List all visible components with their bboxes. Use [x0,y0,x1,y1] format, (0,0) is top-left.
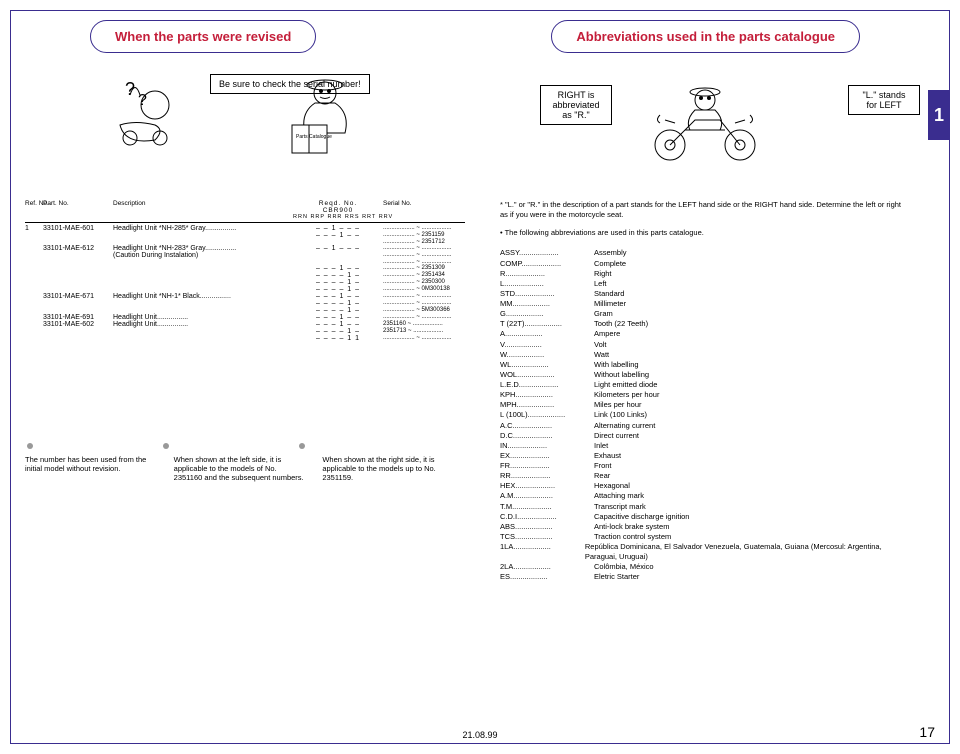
bullet-icon [163,443,169,449]
abbrev-row: IN...................Inlet [500,441,910,451]
abbrev-row: WL..................With labelling [500,360,910,370]
abbrev-row: T.M...................Transcript mark [500,502,910,512]
abbrev-row: T (22T)..................Tooth (22 Teeth… [500,319,910,329]
abbrev-row: WOL..................Without labelling [500,370,910,380]
table-row: – – – – 1 –................... ~ 5M30036… [25,307,465,314]
cartoon-question-icon: ? ? [110,70,190,150]
abbrev-row: A.M...................Attaching mark [500,491,910,501]
table-header: Ref. No. Part. No. Description Reqd. No.… [25,200,465,220]
table-row: – – – – 1 –................... ~ 0M30013… [25,286,465,293]
abbrev-row: COMP...................Complete [500,259,910,269]
abbrev-row: STD...................Standard [500,289,910,299]
hdr-codes: Reqd. No. CBR900 RRN RRP RRR RRS RRT RRV [293,200,383,220]
svg-text:?: ? [138,92,147,109]
cartoon-catalogue-icon: Parts Catalogue [280,75,380,165]
abbrev-row: ASSY...................Assembly [500,248,910,258]
table-row: – – – – 1 –................... ~ 2351434 [25,272,465,279]
abbrev-row: FR...................Front [500,461,910,471]
abbrev-row: R...................Right [500,269,910,279]
table-row: 33101-MAE-671Headlight Unit *NH-1* Black… [25,293,465,300]
abbrev-row: MM..................Millimeter [500,299,910,309]
abbrev-list: ASSY...................AssemblyCOMP.....… [500,248,910,582]
page-tab: 1 [928,90,950,140]
abbrev-row: V..................Volt [500,340,910,350]
abbrev-row: G..................Gram [500,309,910,319]
hdr-part: Part. No. [43,200,113,220]
svg-text:?: ? [125,79,135,99]
abbrev-row: A..................Ampere [500,329,910,339]
hdr-desc: Description [113,200,293,220]
hdr-ref: Ref. No. [25,200,43,220]
footer-page: 17 [919,724,935,740]
table-body: 133101-MAE-601Headlight Unit *NH-285* Gr… [25,225,465,342]
lr-explain: * "L." or "R." in the description of a p… [500,200,910,220]
abbrev-row: RR...................Rear [500,471,910,481]
table-row: – – – – 1 –2351713 ~ .................. [25,328,465,335]
abbrev-row: ES..................Eletric Starter [500,572,910,582]
table-row: 33101-MAE-602Headlight Unit.............… [25,321,465,328]
abbr-intro: • The following abbreviations are used i… [500,228,910,238]
title-abbrev: Abbreviations used in the parts catalogu… [551,20,860,53]
abbrev-row: D.C...................Direct current [500,431,910,441]
note-3: When shown at the right side, it is appl… [322,455,455,482]
abbrev-row: TCS..................Traction control sy… [500,532,910,542]
abbrev-row: L.E.D...................Light emitted di… [500,380,910,390]
abbrev-row: ABS..................Anti-lock brake sys… [500,522,910,532]
hdr-serial: Serial No. [383,200,453,220]
abbrev-row: A.C...................Alternating curren… [500,421,910,431]
table-row: – – – – 1 –................... ~ 2350300 [25,279,465,286]
abbrev-row: W..................Watt [500,350,910,360]
left-abbrev-box: "L." stands for LEFT [848,85,920,115]
abbrev-row: L...................Left [500,279,910,289]
table-row: 33101-MAE-612Headlight Unit *NH-283* Gra… [25,245,465,252]
bullet-icon [299,443,305,449]
note-2: When shown at the left side, it is appli… [174,455,307,482]
bullet-icon [27,443,33,449]
table-row: – – – – 1 1................... ~ .......… [25,335,465,342]
parts-cat-text: Parts Catalogue [296,134,332,140]
cartoon-motorcycle-icon [640,75,770,165]
right-abbrev-box: RIGHT is abbreviated as "R." [540,85,612,125]
abbrev-row: L (100L)..................Link (100 Link… [500,410,910,420]
right-section: * "L." or "R." in the description of a p… [500,200,910,583]
abbrev-row: HEX...................Hexagonal [500,481,910,491]
title-revised: When the parts were revised [90,20,316,53]
note-1: The number has been used from the initia… [25,455,158,482]
note-bullets [27,443,305,449]
notes: The number has been used from the initia… [25,455,455,482]
table-row: (Caution During Instalation)............… [25,252,465,259]
abbrev-row: 1LA..................República Dominican… [500,542,910,562]
table-row: – – – 1 – –................... ~ 2351159 [25,232,465,239]
abbrev-row: MPH..................Miles per hour [500,400,910,410]
table-row: 133101-MAE-601Headlight Unit *NH-285* Gr… [25,225,465,232]
abbrev-row: C.D.I...................Capacitive disch… [500,512,910,522]
abbrev-row: 2LA..................Colômbia, México [500,562,910,572]
abbrev-row: KPH..................Kilometers per hour [500,390,910,400]
abbrev-row: EX...................Exhaust [500,451,910,461]
parts-table: Ref. No. Part. No. Description Reqd. No.… [25,200,465,342]
table-row: 33101-MAE-691Headlight Unit.............… [25,314,465,321]
table-row: – – – 1 – –................... ~ 2351309 [25,265,465,272]
table-row: – – – – 1 –................... ~ .......… [25,300,465,307]
footer-date: 21.08.99 [462,730,497,740]
